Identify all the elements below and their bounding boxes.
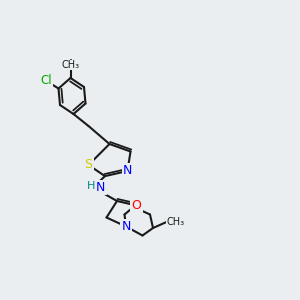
Text: S: S xyxy=(85,158,92,172)
Text: N: N xyxy=(121,220,131,233)
Text: N: N xyxy=(96,181,105,194)
Text: CH₃: CH₃ xyxy=(167,217,184,227)
Text: Cl: Cl xyxy=(41,74,52,88)
Text: O: O xyxy=(132,199,141,212)
Text: CH₃: CH₃ xyxy=(61,60,80,70)
Text: H: H xyxy=(87,181,96,191)
Text: N: N xyxy=(123,164,132,178)
